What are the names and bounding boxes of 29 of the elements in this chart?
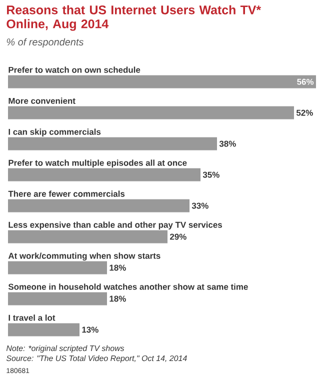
bar bbox=[8, 168, 200, 182]
data-label: 29% bbox=[170, 234, 186, 240]
bar bbox=[8, 75, 316, 88]
chart-title: Reasons that US Internet Users Watch TV* Online, Aug 2014 bbox=[6, 5, 262, 31]
y-tick-label: I can skip commercials bbox=[8, 128, 101, 137]
data-label: 18% bbox=[110, 296, 126, 302]
data-label: 33% bbox=[192, 202, 208, 209]
bar bbox=[8, 199, 190, 212]
y-tick-label: I travel a lot bbox=[8, 314, 56, 321]
y-tick-label: Prefer to watch multiple episodes all at once bbox=[8, 160, 187, 168]
bar bbox=[8, 323, 80, 336]
bar bbox=[8, 106, 294, 120]
data-label: 13% bbox=[82, 326, 98, 333]
chart-subtitle: % of respondents bbox=[6, 38, 84, 48]
y-tick-label: At work/commuting when show starts bbox=[8, 252, 160, 261]
bar bbox=[8, 230, 168, 244]
data-label: 56% bbox=[297, 78, 314, 85]
bar bbox=[8, 261, 107, 274]
y-tick-label: Less expensive than cable and other pay TV services bbox=[8, 222, 222, 230]
data-label: 38% bbox=[219, 140, 236, 147]
bar bbox=[8, 137, 217, 150]
data-label: 35% bbox=[202, 172, 220, 178]
data-label: 18% bbox=[110, 264, 126, 271]
data-label: 52% bbox=[296, 110, 313, 116]
y-tick-label: Prefer to watch on own schedule bbox=[8, 66, 140, 73]
y-tick-label: There are fewer commercials bbox=[8, 190, 125, 197]
y-tick-label: More convenient bbox=[8, 98, 76, 104]
bar bbox=[8, 292, 107, 306]
y-tick-label: Someone in household watches another show at same time bbox=[8, 284, 248, 290]
